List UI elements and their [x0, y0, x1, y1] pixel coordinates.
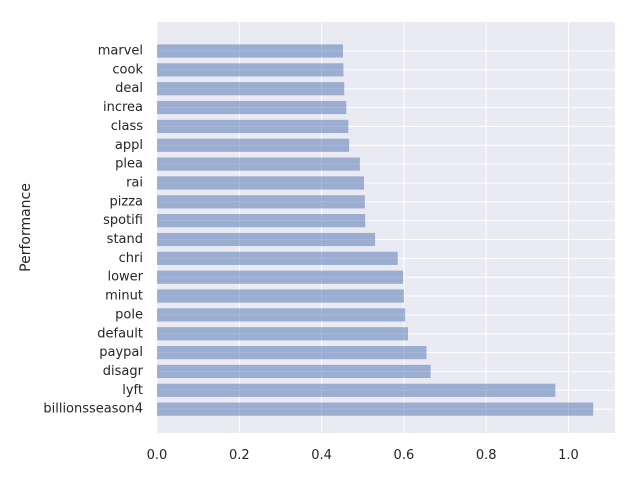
y-tick-label: minut: [105, 289, 143, 304]
x-tick-label: 0.8: [476, 448, 497, 463]
bar-billionsseason4: [157, 402, 594, 416]
bar-lyft: [157, 383, 556, 397]
y-tick-label: default: [97, 326, 143, 341]
x-tick-label: 1.0: [558, 448, 579, 463]
y-tick-label: increa: [103, 100, 143, 115]
bar-disagr: [157, 364, 431, 379]
x-tick-label: 0.6: [394, 448, 415, 463]
bars: [157, 44, 594, 416]
x-tick-label: 0.4: [311, 448, 332, 463]
bar-rai: [157, 176, 364, 190]
y-tick-label: deal: [115, 81, 143, 96]
bar-plea: [157, 157, 360, 171]
bar-pole: [157, 308, 406, 322]
y-tick-label: stand: [107, 232, 143, 247]
y-tick-label: rai: [126, 175, 143, 190]
bar-pizza: [157, 195, 365, 209]
bar-cook: [157, 63, 344, 77]
bar-spotifi: [157, 214, 366, 228]
bar-deal: [157, 82, 345, 96]
bar-appl: [157, 138, 350, 152]
bar-default: [157, 327, 409, 341]
y-tick-label: lyft: [122, 383, 143, 398]
y-tick-label: disagr: [103, 364, 144, 379]
y-tick-label: marvel: [98, 44, 143, 59]
bar-minut: [157, 289, 404, 303]
y-tick-label: pizza: [110, 194, 143, 209]
y-tick-label: cook: [112, 62, 143, 77]
bar-paypal: [157, 346, 427, 360]
bar-increa: [157, 100, 347, 115]
x-tick-labels: 0.0 0.2 0.4 0.6 0.8 1.0: [147, 448, 579, 463]
y-tick-label: appl: [115, 138, 143, 153]
y-tick-label: class: [111, 119, 143, 134]
bar-stand: [157, 232, 376, 247]
y-tick-label: pole: [115, 307, 143, 322]
y-tick-label: spotifi: [103, 213, 143, 228]
x-tick-label: 0.2: [229, 448, 250, 463]
y-tick-labels: marvel cook deal increa class appl plea rai pizz…: [43, 44, 143, 417]
y-tick-label: billionsseason4: [43, 402, 143, 417]
y-axis-label: Performance: [18, 183, 34, 272]
bar-class: [157, 119, 349, 133]
y-tick-label: paypal: [99, 345, 143, 360]
y-tick-label: plea: [115, 157, 143, 172]
y-tick-label: lower: [107, 270, 143, 285]
bar-chri: [157, 251, 398, 265]
bar-lower: [157, 270, 404, 284]
y-tick-label: chri: [119, 251, 143, 266]
bar-marvel: [157, 44, 343, 58]
x-tick-label: 0.0: [147, 448, 168, 463]
